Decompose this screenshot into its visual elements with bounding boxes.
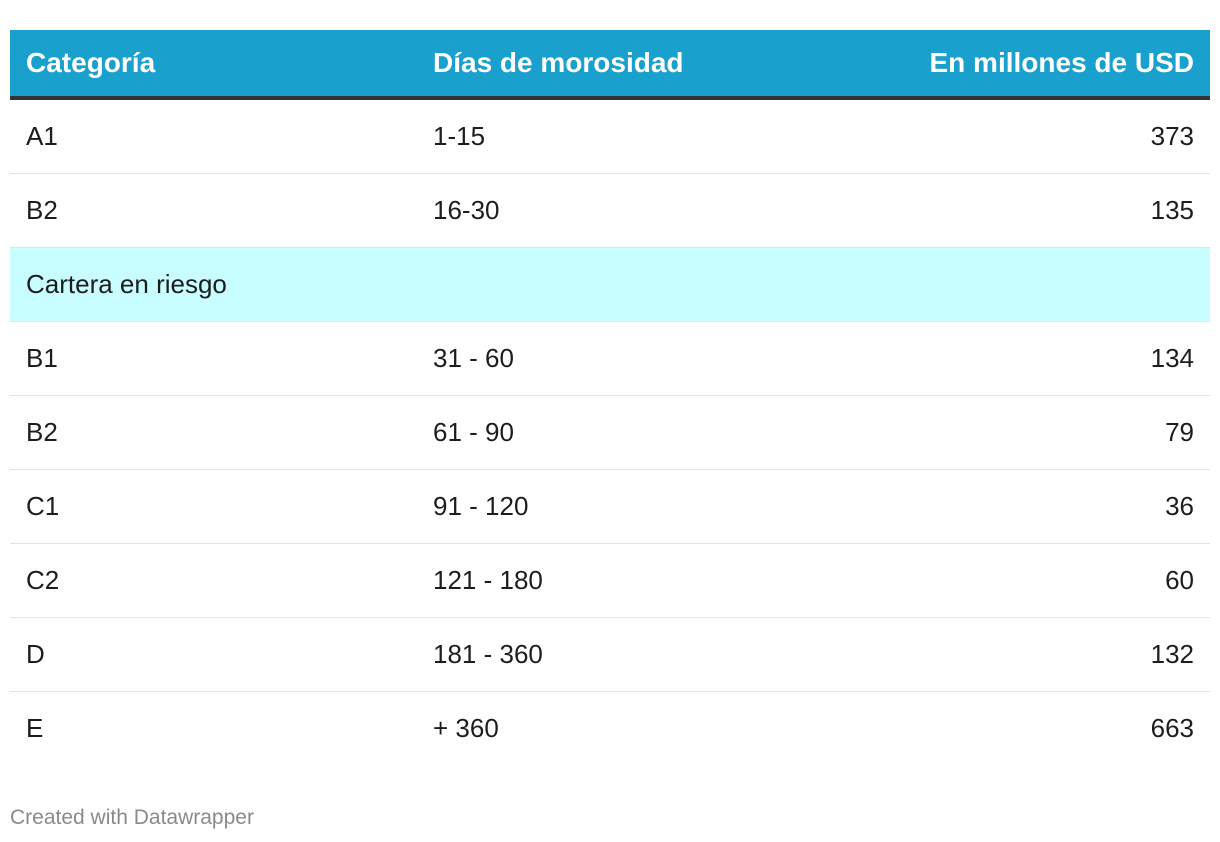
group-label: Cartera en riesgo	[10, 247, 1210, 322]
column-header-categoria[interactable]: Categoría	[10, 30, 417, 100]
column-header-dias-de-morosidad[interactable]: Días de morosidad	[417, 30, 817, 100]
cell-valor: 36	[817, 469, 1210, 544]
data-table-container: Categoría Días de morosidad En millones …	[10, 30, 1210, 765]
cell-valor: 373	[817, 98, 1210, 174]
cell-valor: 79	[817, 395, 1210, 470]
cell-categoria: C1	[10, 469, 417, 544]
table-row: D 181 - 360 132	[10, 617, 1210, 692]
cell-dias: 16-30	[417, 173, 817, 248]
datawrapper-credit-link[interactable]: Created with Datawrapper	[10, 806, 254, 829]
table-row: B2 61 - 90 79	[10, 395, 1210, 470]
cell-categoria: B1	[10, 321, 417, 396]
cell-dias: 31 - 60	[417, 321, 817, 396]
cell-valor: 132	[817, 617, 1210, 692]
table-row: A1 1-15 373	[10, 98, 1210, 174]
cell-categoria: E	[26, 713, 44, 743]
group-row-cartera-en-riesgo: Cartera en riesgo	[10, 247, 1210, 322]
header-row: Categoría Días de morosidad En millones …	[10, 30, 1210, 100]
cell-dias: 61 - 90	[417, 395, 817, 470]
column-header-millones-usd[interactable]: En millones de USD	[817, 30, 1210, 100]
cell-categoria: D	[10, 617, 417, 692]
table-row: C2 121 - 180 60	[10, 543, 1210, 618]
cell-dias: 121 - 180	[417, 543, 817, 618]
table-header: Categoría Días de morosidad En millones …	[10, 30, 1210, 100]
cell-valor: 60	[817, 543, 1210, 618]
cell-categoria: C2	[10, 543, 417, 618]
table-row: E + 360 663	[10, 692, 1210, 766]
cell-valor: 135	[817, 173, 1210, 248]
cell-dias: 181 - 360	[417, 617, 817, 692]
cell-categoria: A1	[10, 98, 417, 174]
table-row: B2 16-30 135	[10, 173, 1210, 248]
cell-valor: 134	[817, 321, 1210, 396]
cell-categoria: B2	[10, 395, 417, 470]
data-table: Categoría Días de morosidad En millones …	[10, 30, 1210, 765]
table-body: A1 1-15 373 B2 16-30 135 Cartera en ries…	[10, 98, 1210, 765]
cell-categoria: B2	[10, 173, 417, 248]
cell-valor: 663	[1150, 713, 1194, 743]
table-row: C1 91 - 120 36	[10, 469, 1210, 544]
cell-dias: + 360	[433, 713, 499, 743]
cell-dias: 1-15	[417, 98, 817, 174]
table-row: B1 31 - 60 134	[10, 321, 1210, 396]
cell-dias: 91 - 120	[417, 469, 817, 544]
